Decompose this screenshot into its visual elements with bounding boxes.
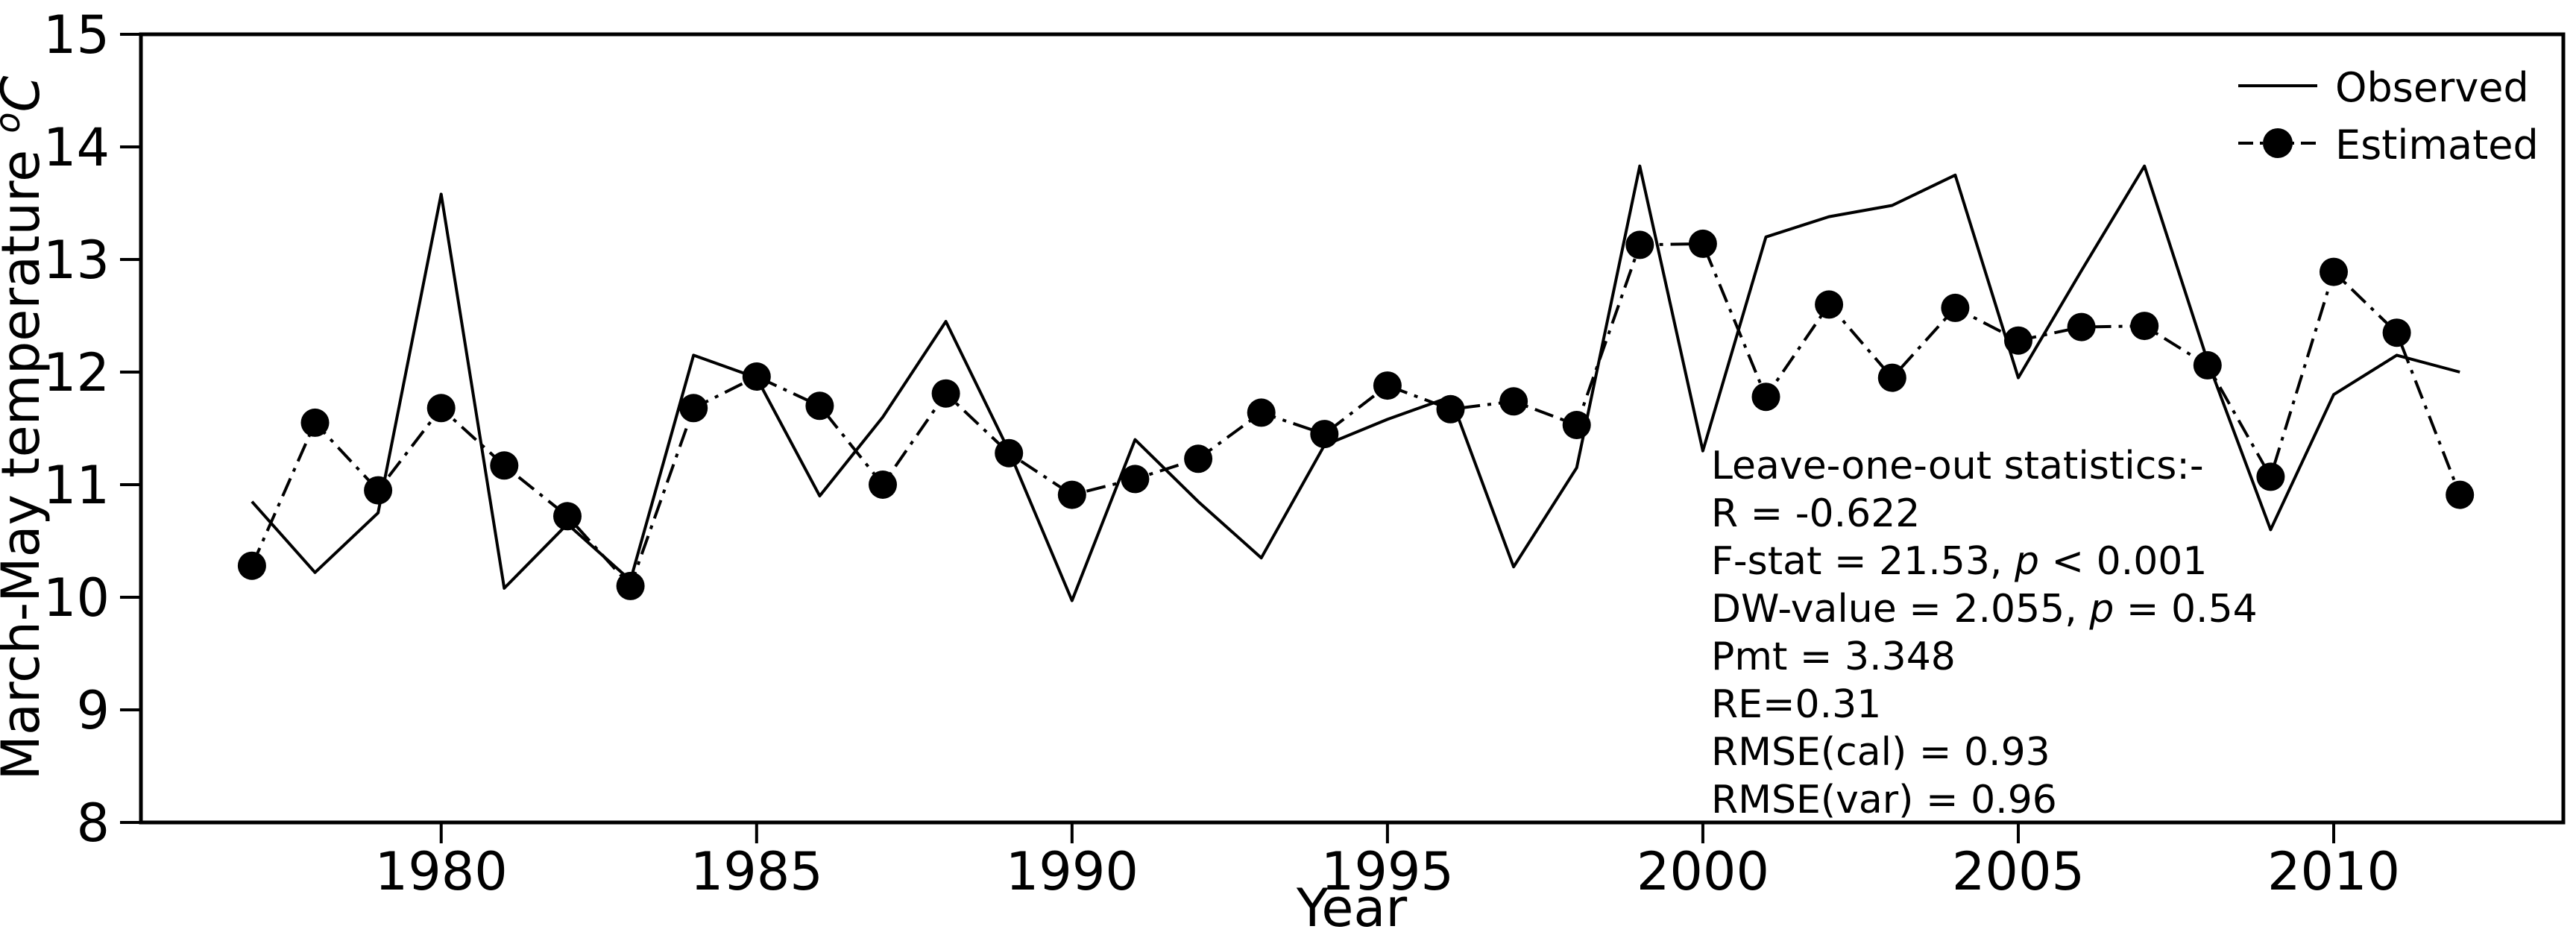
stats-line-rmse-var: RMSE(var) = 0.96	[1711, 778, 2057, 822]
series	[237, 164, 2475, 602]
estimated-marker	[1057, 480, 1086, 509]
estimated-marker	[553, 502, 582, 531]
estimated-marker	[1815, 290, 1844, 319]
estimated-marker	[1436, 394, 1465, 424]
estimated-marker	[616, 571, 645, 600]
legend-estimated-label: Estimated	[2335, 122, 2539, 169]
estimated-marker	[426, 394, 456, 423]
estimated-marker	[1184, 444, 1213, 473]
stats-line-title: Leave-one-out statistics:-	[1711, 444, 2204, 488]
legend-observed-label: Observed	[2335, 64, 2529, 111]
x-tick-label: 2005	[1952, 841, 2085, 902]
stats-line-re: RE=0.31	[1711, 682, 1881, 727]
y-tick-label: 8	[76, 793, 110, 854]
estimated-marker	[1688, 229, 1717, 258]
x-axis-label: Year	[1296, 878, 1407, 939]
x-tick-label: 2000	[1637, 841, 1769, 902]
estimated-marker	[2320, 257, 2348, 286]
y-axis-label: March-May temperature oC	[0, 75, 51, 780]
y-tick-label: 12	[43, 342, 110, 403]
estimated-marker	[2446, 480, 2475, 509]
x-tick-label: 1990	[1006, 841, 1139, 902]
estimated-marker	[300, 408, 330, 437]
estimated-marker	[869, 470, 897, 499]
estimated-marker	[2004, 326, 2032, 355]
estimated-marker	[931, 379, 960, 408]
estimated-marker	[1625, 230, 1654, 259]
y-tick-label: 11	[43, 455, 110, 516]
stats-line-rmse-cal: RMSE(cal) = 0.93	[1711, 730, 2050, 775]
estimated-marker	[1877, 363, 1906, 392]
estimated-marker	[805, 391, 834, 421]
axes-frame	[139, 32, 2566, 825]
observed-line	[251, 164, 2460, 602]
estimated-marker	[1247, 398, 1276, 427]
stats-line-r: R = -0.622	[1711, 491, 1920, 536]
axes: 1980 1985 1990 1995 2000 2005 2010 8 9 10 11 12 13 14…	[43, 4, 2566, 902]
estimated-marker	[2382, 318, 2411, 347]
y-tick-label: 9	[76, 680, 110, 741]
estimated-marker	[1499, 387, 1528, 416]
estimated-marker	[2067, 312, 2096, 342]
estimated-marker	[2193, 350, 2222, 380]
y-tick-label: 15	[43, 4, 110, 66]
y-tick-label: 13	[43, 230, 110, 291]
estimated-marker	[1941, 293, 1970, 322]
y-tick-label: 10	[43, 567, 110, 629]
x-tick-label: 1985	[690, 841, 823, 902]
stats-line-dw: DW-value = 2.055, p = 0.54	[1711, 587, 2258, 632]
estimated-marker	[364, 476, 393, 505]
y-tick-label: 14	[43, 117, 110, 178]
estimated-marker	[995, 438, 1024, 468]
x-tick-label: 1995	[1321, 841, 1454, 902]
stats-line-fstat: F-stat = 21.53, p < 0.001	[1711, 539, 2207, 584]
estimated-line	[251, 242, 2462, 588]
stats-line-pmt: Pmt = 3.348	[1711, 635, 1956, 679]
estimated-marker	[1751, 383, 1780, 412]
estimated-marker	[1310, 420, 1339, 449]
estimated-marker	[237, 551, 266, 580]
legend-estimated-marker-swatch	[2263, 128, 2293, 158]
estimated-marker	[490, 451, 519, 480]
estimated-marker	[742, 362, 771, 391]
estimated-marker	[1121, 465, 1150, 494]
x-tick-label: 1980	[375, 841, 508, 902]
stats-annotation: Leave-one-out statistics:- R = -0.622 F-…	[1711, 444, 2258, 822]
legend: Observed Estimated	[2238, 64, 2539, 169]
x-tick-label: 2010	[2267, 841, 2400, 902]
estimated-marker	[2130, 312, 2159, 341]
estimated-marker	[1562, 411, 1591, 439]
estimated-marker	[2256, 462, 2285, 491]
estimated-marker	[1373, 371, 1402, 400]
estimated-marker	[679, 394, 708, 423]
